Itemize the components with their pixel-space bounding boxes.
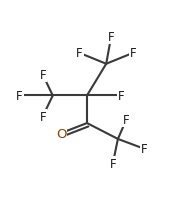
Text: F: F: [16, 89, 23, 102]
Text: F: F: [123, 114, 130, 127]
Text: F: F: [39, 69, 46, 82]
Text: F: F: [130, 47, 136, 60]
Text: F: F: [110, 157, 116, 170]
Text: F: F: [108, 31, 114, 43]
Text: F: F: [118, 89, 125, 102]
Text: F: F: [39, 110, 46, 123]
Text: O: O: [56, 127, 66, 140]
Text: F: F: [76, 47, 83, 60]
Text: F: F: [141, 143, 148, 156]
